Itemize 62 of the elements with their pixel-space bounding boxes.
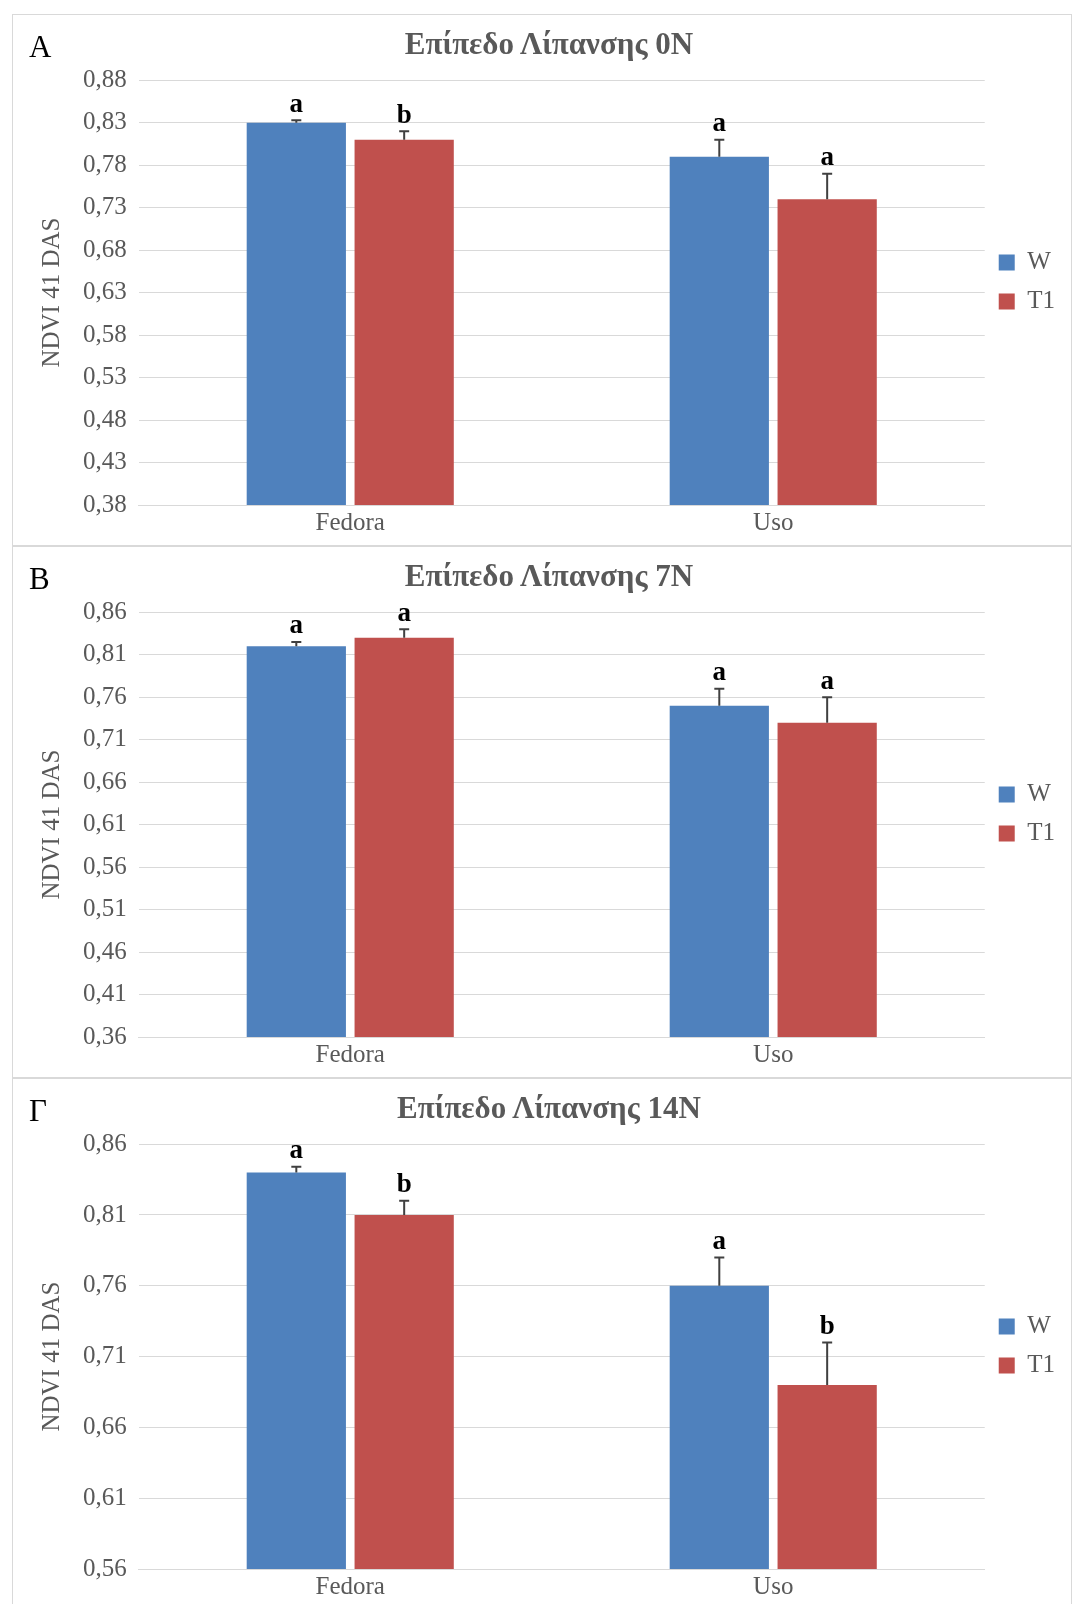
y-tick-label: 0,51 bbox=[83, 894, 127, 922]
y-axis-title: NDVI 41 DAS bbox=[36, 749, 64, 900]
y-tick-label: 0,48 bbox=[83, 404, 127, 432]
x-tick-label: Uso bbox=[753, 1571, 794, 1599]
legend-label: T1 bbox=[1027, 818, 1056, 846]
y-tick-label: 0,56 bbox=[83, 1553, 127, 1581]
y-tick-label: 0,53 bbox=[83, 362, 127, 390]
data-label: a bbox=[712, 1224, 727, 1255]
legend-label: W bbox=[1027, 1311, 1052, 1339]
data-label: a bbox=[820, 141, 835, 172]
y-tick-label: 0,81 bbox=[83, 1199, 127, 1227]
x-tick-label: Uso bbox=[753, 1039, 794, 1067]
y-axis-title: NDVI 41 DAS bbox=[36, 217, 64, 368]
y-tick-label: 0,61 bbox=[83, 809, 127, 837]
y-tick-label: 0,41 bbox=[83, 979, 127, 1007]
legend-label: W bbox=[1027, 247, 1052, 275]
y-tick-label: 0,71 bbox=[83, 1341, 127, 1369]
legend-label: T1 bbox=[1027, 286, 1056, 314]
y-tick-label: 0,61 bbox=[83, 1482, 127, 1510]
data-label: a bbox=[289, 609, 304, 640]
data-label: b bbox=[396, 98, 412, 129]
chart-title: Επίπεδο Λίπανσης 14N bbox=[397, 1089, 701, 1125]
y-tick-label: 0,68 bbox=[83, 234, 127, 262]
x-tick-label: Fedora bbox=[315, 1571, 385, 1599]
y-tick-label: 0,76 bbox=[83, 1270, 127, 1298]
legend-label: W bbox=[1027, 779, 1052, 807]
data-label: b bbox=[819, 1309, 835, 1340]
text: B bbox=[29, 561, 50, 597]
data-label: a bbox=[397, 596, 412, 627]
y-tick-label: 0,36 bbox=[83, 1021, 127, 1049]
data-label: b bbox=[396, 1168, 412, 1199]
chart-title: Επίπεδο Λίπανσης 0N bbox=[404, 25, 694, 61]
data-label: a bbox=[712, 656, 727, 687]
chart-title: Επίπεδο Λίπανσης 7N bbox=[404, 557, 694, 593]
data-label: a bbox=[820, 664, 835, 695]
y-tick-label: 0,56 bbox=[83, 851, 127, 879]
x-tick-label: Uso bbox=[753, 507, 794, 535]
y-tick-label: 0,58 bbox=[83, 319, 127, 347]
y-tick-label: 0,78 bbox=[83, 149, 127, 177]
data-label: a bbox=[289, 1134, 304, 1165]
y-axis-title: NDVI 41 DAS bbox=[36, 1281, 64, 1432]
y-tick-label: 0,88 bbox=[83, 64, 127, 92]
y-tick-label: 0,66 bbox=[83, 1411, 127, 1439]
y-tick-label: 0,43 bbox=[83, 447, 127, 475]
y-tick-label: 0,38 bbox=[83, 489, 127, 517]
y-tick-label: 0,46 bbox=[83, 936, 127, 964]
legend-label: T1 bbox=[1027, 1350, 1056, 1378]
text: A bbox=[29, 29, 52, 65]
y-tick-label: 0,73 bbox=[83, 192, 127, 220]
data-label: a bbox=[289, 87, 304, 118]
y-tick-label: 0,83 bbox=[83, 107, 127, 135]
data-label: a bbox=[712, 107, 727, 138]
y-tick-label: 0,76 bbox=[83, 681, 127, 709]
x-tick-label: Fedora bbox=[315, 1039, 385, 1067]
y-tick-label: 0,86 bbox=[83, 1128, 127, 1156]
text: Γ bbox=[29, 1093, 47, 1129]
x-tick-label: Fedora bbox=[315, 507, 385, 535]
y-tick-label: 0,66 bbox=[83, 766, 127, 794]
y-tick-label: 0,63 bbox=[83, 277, 127, 305]
y-tick-label: 0,71 bbox=[83, 724, 127, 752]
y-tick-label: 0,81 bbox=[83, 639, 127, 667]
y-tick-label: 0,86 bbox=[83, 596, 127, 624]
